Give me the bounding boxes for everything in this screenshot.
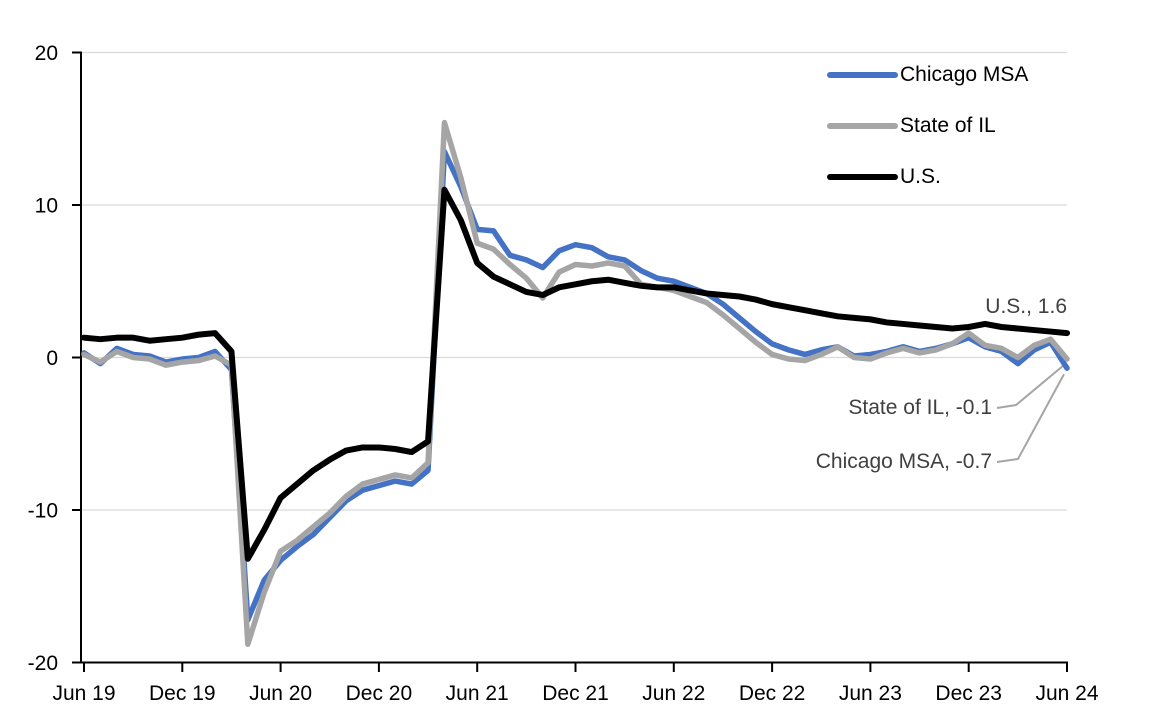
y-tick-label: -20 — [28, 652, 58, 675]
legend-swatch-us — [827, 173, 898, 180]
legend-item-us: U.S. — [827, 165, 1028, 188]
y-tick-label: 0 — [46, 347, 58, 370]
x-tick-label: Jun 20 — [249, 682, 312, 705]
legend-label: U.S. — [900, 164, 941, 188]
x-tick-label: Dec 20 — [346, 682, 413, 705]
legend-item-state-of-il: State of IL — [827, 114, 1028, 137]
chart-legend: Chicago MSA State of IL U.S. — [827, 63, 1028, 188]
annotation-state-of-il-end-value: State of IL, -0.1 — [848, 396, 992, 419]
annotation-leader-line — [996, 373, 1065, 463]
legend-swatch-chicago-msa — [827, 71, 898, 78]
y-tick-label: 10 — [35, 195, 58, 218]
annotation-leader-line — [996, 364, 1065, 409]
x-tick-label: Jun 21 — [446, 682, 509, 705]
x-tick-label: Jun 19 — [52, 682, 115, 705]
x-tick-label: Dec 21 — [542, 682, 609, 705]
legend-label: Chicago MSA — [900, 62, 1029, 86]
x-tick-label: Jun 24 — [1035, 682, 1098, 705]
x-tick-label: Dec 19 — [149, 682, 216, 705]
y-tick-label: 20 — [35, 42, 58, 65]
x-tick-label: Jun 22 — [642, 682, 705, 705]
x-tick-label: Jun 23 — [839, 682, 902, 705]
series-line-state-of-il — [81, 119, 1070, 647]
y-tick-label: -10 — [28, 500, 58, 523]
legend-item-chicago-msa: Chicago MSA — [827, 63, 1028, 86]
annotation-us-end-value: U.S., 1.6 — [985, 295, 1067, 318]
annotation-chicago-msa-end-value: Chicago MSA, -0.7 — [815, 450, 992, 473]
series-line-u-s- — [81, 186, 1070, 562]
legend-label: State of IL — [900, 113, 996, 137]
x-tick-label: Dec 23 — [935, 682, 1002, 705]
x-tick-label: Dec 22 — [739, 682, 806, 705]
legend-swatch-state-of-il — [827, 122, 898, 129]
